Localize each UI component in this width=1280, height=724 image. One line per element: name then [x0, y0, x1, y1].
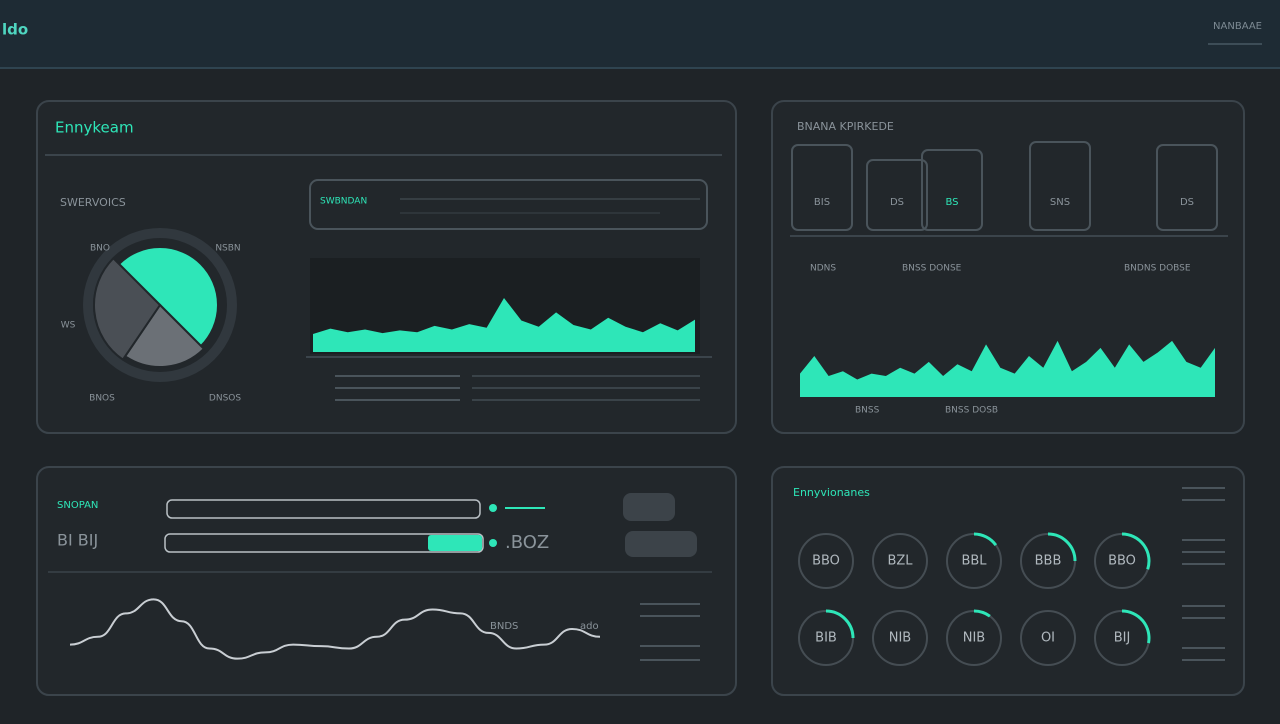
label: Ennykeam: [55, 119, 134, 137]
panel: [36, 466, 737, 696]
pie-slice: [93, 256, 162, 361]
progress-fill: [428, 535, 482, 551]
toggle[interactable]: [623, 493, 675, 521]
gauge-arc: [973, 532, 998, 547]
label: BNSS DONSE: [902, 264, 962, 274]
kpi-card[interactable]: [866, 159, 928, 231]
gauge-track: [872, 610, 928, 666]
panel: [771, 466, 1245, 696]
gauge-arc: [1047, 532, 1077, 562]
label: BBO: [812, 554, 840, 569]
label: DS: [890, 197, 904, 208]
label: SNOPAN: [57, 500, 98, 511]
label: NSBN: [215, 244, 240, 254]
search-box[interactable]: [309, 179, 708, 230]
pie-slice: [123, 303, 206, 368]
label: SWBNDAN: [320, 197, 367, 207]
label: NDNS: [810, 264, 836, 274]
gauge-arc: [973, 609, 991, 618]
kpi-card[interactable]: [1156, 144, 1218, 231]
label: OI: [1041, 631, 1055, 646]
label: BIS: [814, 197, 830, 208]
dot: [489, 539, 497, 547]
line-chart: [69, 598, 601, 660]
pie-ring: [83, 228, 237, 382]
header-bar: [0, 0, 1280, 68]
label: ldo: [2, 21, 28, 39]
label: BNANA KPIRKEDE: [797, 120, 894, 133]
progress-bar: [164, 533, 484, 553]
label: BBB: [1035, 554, 1062, 569]
label: NIB: [889, 631, 911, 646]
kpi-card[interactable]: [1029, 141, 1091, 231]
label: BNOS: [89, 394, 115, 404]
gauge-arc: [825, 609, 855, 639]
dot: [489, 504, 497, 512]
label: BNDS: [490, 621, 518, 632]
label: BNSS: [855, 406, 880, 416]
label: BS: [945, 197, 958, 208]
label: NANBAAE: [1213, 21, 1262, 32]
label: BZL: [887, 554, 913, 569]
gauge-arc: [1121, 532, 1151, 570]
label: ado: [580, 621, 599, 632]
area-chart: [313, 298, 695, 352]
label: WS: [61, 321, 76, 331]
label: BI BIJ: [57, 531, 98, 550]
gauge-track: [798, 533, 854, 589]
gauge-track: [1020, 610, 1076, 666]
label: SWERVOICS: [60, 196, 126, 209]
label: BNSS DOSB: [945, 406, 998, 416]
label: DS: [1180, 197, 1194, 208]
pie-slice: [117, 246, 219, 348]
label: Ennyvionanes: [793, 486, 870, 499]
area-chart: [800, 340, 1215, 397]
label: BIJ: [1114, 631, 1131, 646]
toggle[interactable]: [625, 531, 697, 557]
progress-bar: [166, 499, 481, 519]
kpi-card[interactable]: [921, 149, 983, 231]
label: DNSOS: [209, 394, 241, 404]
label: SNS: [1050, 197, 1070, 208]
label: BNDNS DOBSE: [1124, 264, 1191, 274]
label: NIB: [963, 631, 985, 646]
gauge-arc: [1121, 609, 1151, 644]
label: BIB: [815, 631, 837, 646]
label: BNO: [90, 244, 110, 254]
gauge-track: [872, 533, 928, 589]
label: BBL: [961, 554, 987, 569]
kpi-card[interactable]: [791, 144, 853, 231]
label: .BOZ: [505, 532, 549, 553]
label: BBO: [1108, 554, 1136, 569]
